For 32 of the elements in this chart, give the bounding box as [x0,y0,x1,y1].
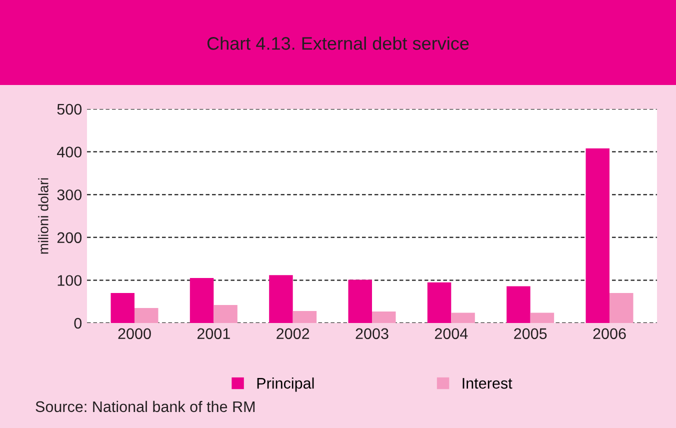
y-tick-label: 200 [57,232,82,244]
bar [451,312,475,323]
legend-label: Interest [462,378,512,389]
bar [190,278,214,323]
y-axis-title: milioni dolari [38,178,48,254]
bar [214,305,238,323]
y-tick-label: 500 [57,104,82,115]
bar [427,282,452,323]
y-tick-label: 400 [57,146,82,158]
y-tick-label: 100 [58,275,82,286]
y-tick-label: 0 [74,318,82,329]
x-tick-label: 2005 [514,328,547,340]
bar [372,311,396,323]
chart-title: Chart 4.13. External debt service [207,36,469,50]
source-note: Source: National bank of the RM [36,400,255,412]
x-tick-label: 2006 [593,328,626,340]
bar [134,308,158,323]
y-tick-label: 300 [57,189,82,200]
x-tick-label: 2003 [356,328,388,340]
bar [506,286,530,323]
bar [269,275,293,323]
bar [348,280,372,323]
x-tick-label: 2001 [197,328,230,340]
bar [292,311,317,323]
legend-label: Principal [257,377,314,392]
bar [110,293,134,323]
bar [586,148,610,323]
x-tick-label: 2002 [276,328,310,340]
x-tick-label: 2000 [118,328,151,340]
x-tick-label: 2004 [434,328,468,340]
bar [530,312,554,323]
bar [610,293,634,323]
